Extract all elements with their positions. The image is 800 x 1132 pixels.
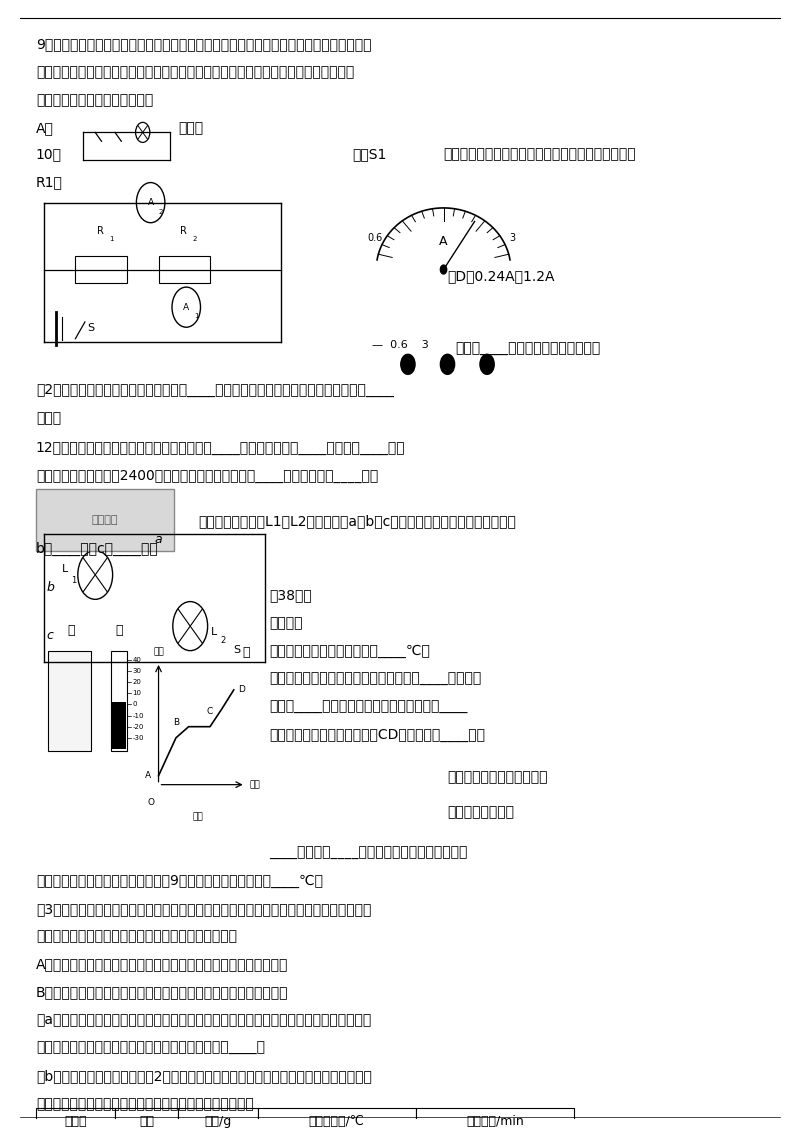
Bar <box>158 256 210 283</box>
Text: C: C <box>207 706 213 715</box>
Bar <box>112 702 126 749</box>
Bar <box>36 1108 115 1132</box>
Circle shape <box>440 265 446 274</box>
Text: （选填升高或降低或不变），CD段物体处于____态．: （选填升高或降低或不变），CD段物体处于____态． <box>270 728 486 741</box>
Text: 12．如图所示，工作中的四冲程汽油机正处于____冲程，该冲程将____能转化成____能，: 12．如图所示，工作中的四冲程汽油机正处于____冲程，该冲程将____能转化成… <box>36 441 406 455</box>
Text: （2）严寒的冬天，晾在室外的湿衣服会____成冰；冰冻的湿衣服最终也会变干，这是____: （2）严寒的冬天，晾在室外的湿衣服会____成冰；冰冻的湿衣服最终也会变干，这是… <box>36 384 394 397</box>
Text: 了熔化图象图丙，由图象可知，该固体为____（晶体或: 了熔化图象图丙，由图象可知，该固体为____（晶体或 <box>270 672 482 686</box>
Text: ）D．0.24A，1.2A: ）D．0.24A，1.2A <box>447 269 555 283</box>
Text: 开关后，两个电流表指针偏转均为图乙所示，则电阻: 开关后，两个电流表指针偏转均为图乙所示，则电阻 <box>443 147 636 161</box>
Text: （a）能够准确地控制物体吸收热量的多少，使水和煤油在相同时间内吸收相同的热量是本: （a）能够准确地控制物体吸收热量的多少，使水和煤油在相同时间内吸收相同的热量是本 <box>36 1013 371 1027</box>
Text: O: O <box>147 798 154 807</box>
Text: B: B <box>173 718 179 727</box>
Text: 示，已知两只灯泡L1和L2串联，则在a、b、c三个电表中（电流表或电压表），: 示，已知两只灯泡L1和L2串联，则在a、b、c三个电表中（电流表或电压表）， <box>198 514 516 528</box>
Text: 1: 1 <box>71 576 77 585</box>
Text: 中内能____（选填增大减小或不变），温度____: 中内能____（选填增大减小或不变），温度____ <box>270 700 468 714</box>
Circle shape <box>401 354 415 375</box>
Text: R1和: R1和 <box>36 174 62 189</box>
Text: 甲: 甲 <box>68 624 75 637</box>
Bar <box>36 489 174 550</box>
Text: S: S <box>88 323 95 333</box>
Text: 共38分．: 共38分． <box>270 589 312 602</box>
Text: -20: -20 <box>133 723 144 730</box>
Text: 2: 2 <box>220 636 226 645</box>
Text: R: R <box>98 226 104 237</box>
Text: 0: 0 <box>133 702 137 708</box>
Text: c: c <box>46 629 54 642</box>
Text: 次实验的关键．为了做到这点，实验中你的做法是：____．: 次实验的关键．为了做到这点，实验中你的做法是：____． <box>36 1041 265 1055</box>
Text: 10: 10 <box>133 691 142 696</box>
Text: 验装置．: 验装置． <box>270 616 303 631</box>
Text: a: a <box>154 533 162 546</box>
Text: （b）某同学做了如下实验：在2个相同的闪避中分别盛有水和油，用两个电加热器进行加: （b）某同学做了如下实验：在2个相同的闪避中分别盛有水和油，用两个电加热器进行加 <box>36 1069 372 1083</box>
Text: 升高的温度/℃: 升高的温度/℃ <box>309 1115 365 1129</box>
Text: 1: 1 <box>194 314 198 319</box>
Text: 于一个开关），车厢中指示牌内的指示灯才会发光提示旅客洗手间有人．下列所示电路: 于一个开关），车厢中指示牌内的指示灯才会发光提示旅客洗手间有人．下列所示电路 <box>36 66 354 79</box>
Text: A: A <box>147 198 154 207</box>
Text: 计的示数如图乙所示，度数为____℃．: 计的示数如图乙所示，度数为____℃． <box>270 644 430 658</box>
Text: 厕所S1: 厕所S1 <box>353 147 387 161</box>
Text: R: R <box>181 226 187 237</box>
Text: ____分别倒入____相同的水和油，并测量它们的: ____分别倒入____相同的水和油，并测量它们的 <box>270 846 468 860</box>
Text: 升高吸收的热量与物质种类有关，她制定了两个方案：: 升高吸收的热量与物质种类有关，她制定了两个方案： <box>36 929 237 944</box>
Text: 0.6: 0.6 <box>367 232 382 242</box>
Text: 2: 2 <box>193 235 197 241</box>
Bar <box>115 1108 178 1132</box>
Text: 2: 2 <box>158 208 163 215</box>
Text: B．让研究对象都吸收相同的热量，然后比较它们升高温度的高低；: B．让研究对象都吸收相同的热量，然后比较它们升高温度的高低； <box>36 985 288 1000</box>
Circle shape <box>480 354 494 375</box>
Text: A: A <box>183 302 190 311</box>
Text: （3）小华猜想：物体温度升高吸收的热量可能与质量和物质种类有关．物理研究物体温度: （3）小华猜想：物体温度升高吸收的热量可能与质量和物质种类有关．物理研究物体温度 <box>36 902 371 916</box>
Text: -30: -30 <box>133 735 144 740</box>
Text: 9．高铁每节车厢都有两间洗手间，只有当两间洗手间的门都关上时（每扇门的插销都相当: 9．高铁每节车厢都有两间洗手间，只有当两间洗手间的门都关上时（每扇门的插销都相当 <box>36 37 371 52</box>
Text: A．让研究对象都升高相同的温度，然后比较它们吸收热量的多少；: A．让研究对象都升高相同的温度，然后比较它们吸收热量的多少； <box>36 958 288 971</box>
Text: 现象．: 现象． <box>36 411 61 426</box>
Text: 温度: 温度 <box>153 648 164 657</box>
Text: 10．: 10． <box>36 147 62 161</box>
Text: L: L <box>62 564 68 574</box>
Text: 20: 20 <box>133 679 142 685</box>
Bar <box>48 651 91 752</box>
Text: ；这是____现象；过了一会儿，镜片: ；这是____现象；过了一会儿，镜片 <box>455 342 601 355</box>
Text: 质量/g: 质量/g <box>204 1115 231 1129</box>
Text: 丙: 丙 <box>242 646 250 660</box>
Bar <box>75 256 127 283</box>
Text: 她猜想油的比热容比水小．: 她猜想油的比热容比水小． <box>447 770 548 784</box>
Text: 1: 1 <box>110 235 114 241</box>
Bar <box>258 1108 416 1132</box>
Text: -10: -10 <box>133 712 144 719</box>
Bar <box>178 1108 258 1132</box>
Text: A: A <box>145 771 150 780</box>
Text: 指示灯: 指示灯 <box>178 121 203 135</box>
Text: L: L <box>210 627 217 636</box>
Text: S: S <box>234 645 241 655</box>
Text: 加热时间/min: 加热时间/min <box>466 1115 524 1129</box>
Text: 图能实现上述目标的是（　　）: 图能实现上述目标的是（ ） <box>36 93 153 108</box>
Text: 初始温度．两温度计示数相同，如图9所示，它们的初始温度为____℃．: 初始温度．两温度计示数相同，如图9所示，它们的初始温度为____℃． <box>36 874 323 887</box>
Text: 3: 3 <box>509 232 515 242</box>
Bar <box>111 651 127 752</box>
Text: 若该汽油机每分钟完成2400个冲程，则每秒它对外做功____次、飞轮转过____圈．: 若该汽油机每分钟完成2400个冲程，则每秒它对外做功____次、飞轮转过____… <box>36 469 378 483</box>
Text: A．: A． <box>36 121 54 135</box>
Text: 物炸黄，而水不能: 物炸黄，而水不能 <box>447 805 514 818</box>
Text: 汽油机图: 汽油机图 <box>91 515 118 525</box>
Bar <box>416 1108 574 1132</box>
Text: 40: 40 <box>133 657 142 662</box>
Text: b是____表，c是____表．: b是____表，c是____表． <box>36 541 158 556</box>
Text: D: D <box>238 685 245 694</box>
Text: 30: 30 <box>133 668 142 674</box>
Circle shape <box>440 354 454 375</box>
Text: —  0.6    3: — 0.6 3 <box>372 341 429 350</box>
Text: 乙: 乙 <box>115 624 122 637</box>
Text: 热，下表是他们的实验记录，根据实验记录回答下列问题：: 热，下表是他们的实验记录，根据实验记录回答下列问题： <box>36 1097 254 1110</box>
Text: 时间: 时间 <box>250 780 260 789</box>
Text: 液体: 液体 <box>139 1115 154 1129</box>
Text: A: A <box>439 235 448 248</box>
Text: 时间: 时间 <box>193 813 203 822</box>
Text: 烧杯号: 烧杯号 <box>64 1115 86 1129</box>
Text: b: b <box>46 582 54 594</box>
